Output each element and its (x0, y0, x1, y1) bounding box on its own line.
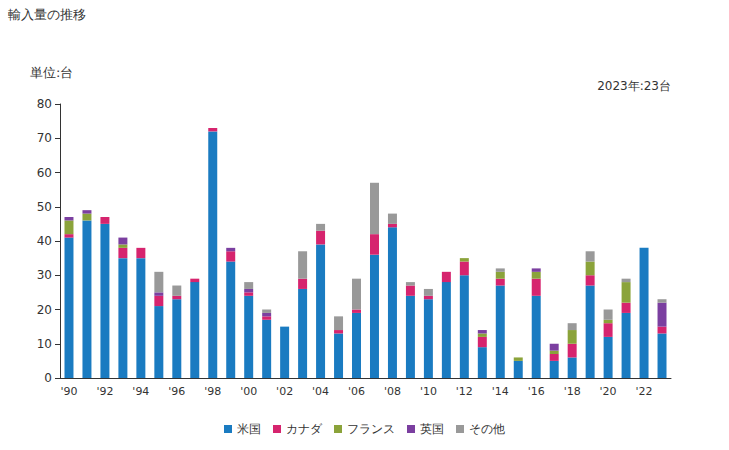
svg-text:50: 50 (37, 200, 52, 214)
svg-text:'02: '02 (276, 385, 293, 398)
svg-text:単位:台: 単位:台 (30, 65, 73, 80)
svg-text:2023年:23台: 2023年:23台 (597, 79, 671, 93)
svg-text:0: 0 (44, 371, 52, 385)
svg-text:'94: '94 (132, 385, 149, 398)
svg-text:その他: その他 (469, 422, 505, 436)
svg-text:'16: '16 (528, 385, 545, 398)
svg-text:'20: '20 (600, 385, 617, 398)
svg-text:'98: '98 (204, 385, 221, 398)
svg-text:'10: '10 (420, 385, 437, 398)
svg-text:30: 30 (37, 268, 52, 282)
svg-text:'06: '06 (348, 385, 365, 398)
svg-text:カナダ: カナダ (286, 422, 323, 436)
svg-text:70: 70 (37, 131, 52, 145)
svg-text:'04: '04 (312, 385, 329, 398)
svg-text:'08: '08 (384, 385, 401, 398)
svg-text:'00: '00 (240, 385, 257, 398)
svg-text:60: 60 (37, 166, 52, 180)
svg-text:40: 40 (37, 234, 52, 248)
svg-text:'22: '22 (636, 385, 653, 398)
svg-text:'18: '18 (564, 385, 581, 398)
svg-text:'12: '12 (456, 385, 473, 398)
svg-text:10: 10 (37, 337, 52, 351)
svg-text:'92: '92 (96, 385, 113, 398)
svg-text:'96: '96 (168, 385, 185, 398)
svg-text:フランス: フランス (347, 422, 395, 436)
svg-text:'90: '90 (60, 385, 77, 398)
svg-text:80: 80 (37, 97, 52, 111)
svg-text:英国: 英国 (420, 422, 444, 436)
svg-text:'14: '14 (492, 385, 509, 398)
svg-text:米国: 米国 (237, 422, 261, 436)
svg-text:輸入量の推移: 輸入量の推移 (8, 7, 86, 22)
svg-text:20: 20 (37, 303, 52, 317)
